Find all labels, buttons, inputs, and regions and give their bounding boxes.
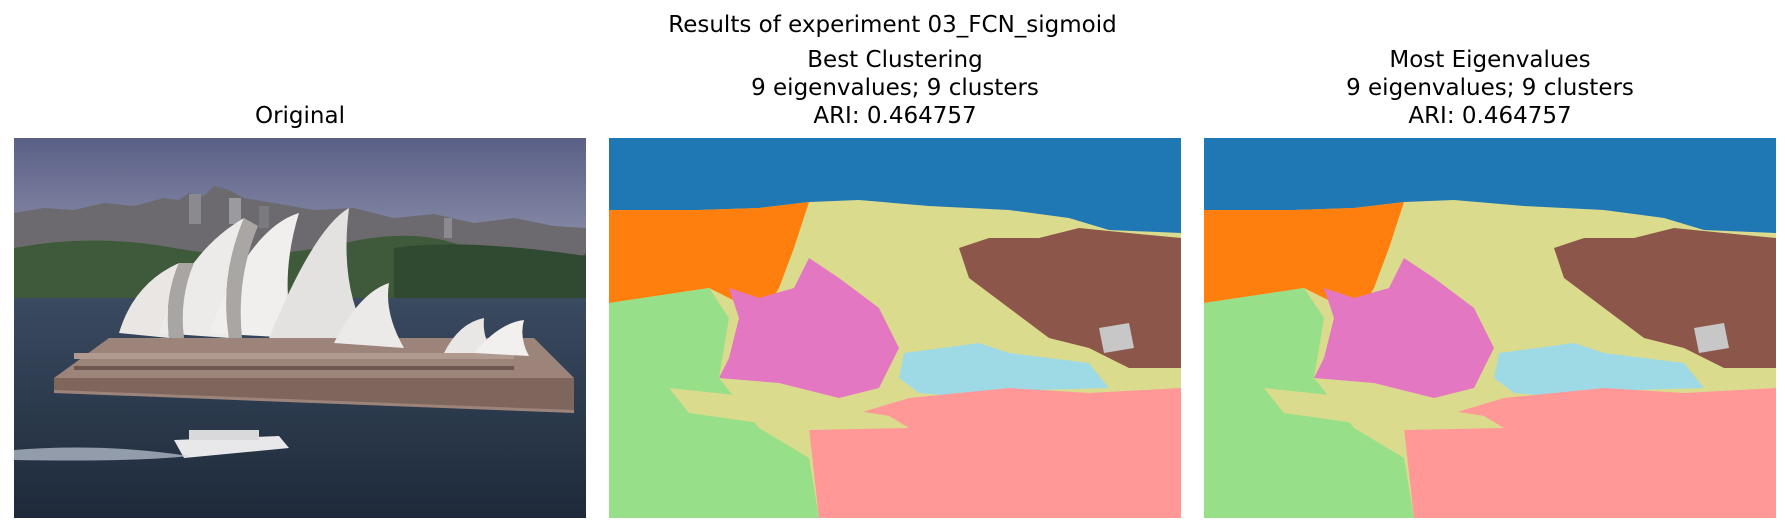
segmentation-map-best	[609, 138, 1181, 518]
panel-original: Original	[14, 0, 586, 520]
panel-most-title-line-2: 9 eigenvalues; 9 clusters	[1346, 75, 1634, 101]
original-photo	[14, 138, 586, 518]
panel-original-title: Original	[254, 103, 345, 129]
segmentation-drawing-best	[609, 138, 1181, 518]
panel-best-title-line-2: 9 eigenvalues; 9 clusters	[751, 75, 1039, 101]
segmentation-map-most	[1204, 138, 1776, 518]
panel-most-title-line-1: Most Eigenvalues	[1389, 47, 1591, 73]
figure-suptitle: Results of experiment 03_FCN_sigmoid	[668, 12, 1117, 38]
panel-best-title-line-3: ARI: 0.464757	[813, 103, 977, 129]
panel-most-eigenvalues: Most Eigenvalues 9 eigenvalues; 9 cluste…	[1204, 0, 1776, 520]
panel-most-title-line-3: ARI: 0.464757	[1408, 103, 1572, 129]
panel-best-clustering: Best Clustering 9 eigenvalues; 9 cluster…	[609, 0, 1181, 520]
segmentation-drawing-most	[1204, 138, 1776, 518]
panel-best-title-line-1: Best Clustering	[807, 47, 983, 73]
original-photo-drawing	[14, 138, 586, 518]
